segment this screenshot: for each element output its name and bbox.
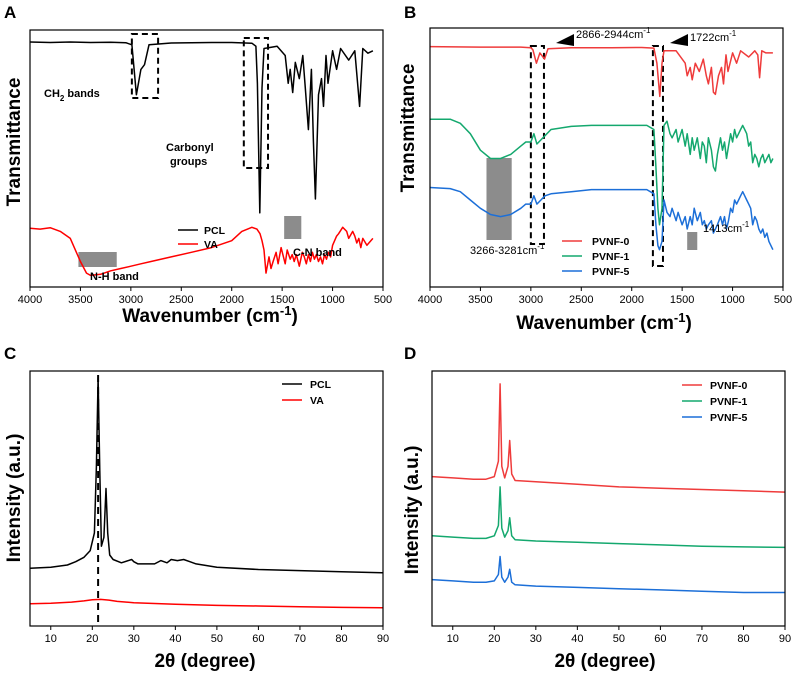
panel-c: Intensity (a.u.) 2θ (degree) PCL VA 10 20… bbox=[4, 370, 389, 672]
carbonyl-box bbox=[242, 37, 270, 169]
panel-a-legend: PCL VA bbox=[178, 225, 226, 251]
legend-pvnf5-xrd-label: PVNF-5 bbox=[710, 412, 748, 424]
legend-pvnf0-label: PVNF-0 bbox=[592, 236, 630, 248]
plot-frame bbox=[29, 29, 384, 288]
x-tick-label: 70 bbox=[294, 633, 306, 645]
panel-a-ylabel: Transmittance bbox=[4, 78, 25, 207]
x-tick-label: 90 bbox=[377, 633, 389, 645]
x-tick-label: 2500 bbox=[569, 294, 593, 306]
x-tick-label: 1500 bbox=[670, 294, 694, 306]
band-1722-label: 1722cm-1 bbox=[690, 29, 737, 44]
x-tick-label: 500 bbox=[374, 294, 392, 306]
x-tick-label: 50 bbox=[613, 633, 625, 645]
panel-c-xlabel: 2θ (degree) bbox=[154, 651, 255, 672]
x-tick-label: 30 bbox=[128, 633, 140, 645]
x-tick-label: 90 bbox=[779, 633, 791, 645]
x-tick-label: 3000 bbox=[519, 294, 543, 306]
legend-pcl-label: PCL bbox=[204, 225, 226, 237]
ch2-stretch-box bbox=[529, 45, 545, 245]
x-tick-label: 3500 bbox=[68, 294, 92, 306]
series-pcl-line bbox=[29, 41, 374, 214]
oh-band-marker bbox=[486, 158, 512, 240]
x-tick-label: 20 bbox=[488, 633, 500, 645]
panel-d-xlabel: 2θ (degree) bbox=[554, 651, 655, 672]
x-tick-label: 40 bbox=[571, 633, 583, 645]
x-tick-label: 10 bbox=[447, 633, 459, 645]
x-tick-label: 10 bbox=[45, 633, 57, 645]
x-tick-label: 30 bbox=[530, 633, 542, 645]
x-tick-label: 50 bbox=[211, 633, 223, 645]
series-pvnf-5-line bbox=[431, 555, 785, 594]
x-tick-label: 4000 bbox=[18, 294, 42, 306]
band-3266-3281-label: 3266-3281cm-1 bbox=[470, 242, 545, 257]
panel-c-ylabel: Intensity (a.u.) bbox=[4, 434, 25, 563]
panel-d-legend: PVNF-0 PVNF-1 PVNF-5 bbox=[682, 380, 748, 424]
series-pvnf-0-line bbox=[431, 383, 786, 493]
panel-b: Transmittance Wavenumber (cm-1) 2866-294… bbox=[398, 26, 792, 334]
x-tick-label: 4000 bbox=[418, 294, 442, 306]
cn-band-label: C-N band bbox=[293, 247, 342, 259]
arrow-1722-icon bbox=[670, 34, 688, 46]
carbonyl-label-line2: groups bbox=[170, 156, 207, 168]
legend-pcl-xrd-label: PCL bbox=[310, 379, 332, 391]
legend-pvnf0-xrd-label: PVNF-0 bbox=[710, 380, 748, 392]
panel-a-xlabel: Wavenumber (cm-1) bbox=[122, 303, 298, 327]
plot-frame bbox=[29, 370, 384, 627]
x-tick-label: 500 bbox=[774, 294, 792, 306]
panel-d: Intensity (a.u.) 2θ (degree) PVNF-0 PVNF… bbox=[402, 370, 791, 672]
x-tick-label: 60 bbox=[252, 633, 264, 645]
x-tick-label: 70 bbox=[696, 633, 708, 645]
arrow-2866-icon bbox=[556, 34, 574, 46]
x-tick-label: 2500 bbox=[169, 294, 193, 306]
series-pcl-line bbox=[29, 376, 384, 574]
panel-d-ylabel: Intensity (a.u.) bbox=[402, 446, 423, 575]
x-tick-label: 3000 bbox=[119, 294, 143, 306]
panel-a: Transmittance Wavenumber (cm-1) CH2 band… bbox=[4, 29, 392, 327]
band-2866-2944-label: 2866-2944cm-1 bbox=[576, 26, 651, 41]
cn-band-marker bbox=[284, 216, 302, 239]
legend-va-label: VA bbox=[204, 239, 218, 251]
series-pvnf-0-line bbox=[429, 45, 773, 98]
series-va-line bbox=[29, 598, 384, 609]
x-tick-label: 80 bbox=[737, 633, 749, 645]
carbonyl-label-line1: Carbonyl bbox=[166, 142, 214, 154]
x-tick-label: 1500 bbox=[270, 294, 294, 306]
x-tick-label: 1000 bbox=[720, 294, 744, 306]
nh-band-label: N-H band bbox=[90, 271, 139, 283]
x-tick-label: 80 bbox=[335, 633, 347, 645]
x-tick-label: 40 bbox=[169, 633, 181, 645]
ch2-bands-label: CH2 bands bbox=[44, 88, 100, 103]
legend-pvnf1-xrd-label: PVNF-1 bbox=[710, 396, 748, 408]
panel-c-legend: PCL VA bbox=[282, 379, 332, 407]
legend-pvnf1-label: PVNF-1 bbox=[592, 251, 630, 263]
panel-b-ylabel: Transmittance bbox=[398, 64, 419, 193]
band-1413-marker bbox=[687, 232, 698, 250]
panel-b-legend: PVNF-0 PVNF-1 PVNF-5 bbox=[562, 236, 630, 278]
plot-frame bbox=[429, 27, 784, 288]
panel-b-xlabel: Wavenumber (cm-1) bbox=[516, 310, 692, 334]
x-tick-label: 60 bbox=[654, 633, 666, 645]
x-tick-label: 20 bbox=[86, 633, 98, 645]
x-tick-label: 2000 bbox=[619, 294, 643, 306]
series-pvnf-1-line bbox=[430, 118, 774, 226]
series-pvnf-5-line bbox=[429, 186, 774, 251]
x-tick-label: 1000 bbox=[320, 294, 344, 306]
x-tick-label: 2000 bbox=[219, 294, 243, 306]
band-1413-label: 1413cm-1 bbox=[703, 220, 750, 235]
legend-pvnf5-label: PVNF-5 bbox=[592, 266, 630, 278]
panel-label-b: B bbox=[404, 3, 416, 22]
series-pvnf-1-line bbox=[431, 486, 786, 549]
nh-band-marker bbox=[78, 252, 117, 267]
ch2-bands-box bbox=[130, 33, 160, 99]
x-tick-label: 3500 bbox=[468, 294, 492, 306]
panel-label-c: C bbox=[4, 344, 16, 363]
panel-label-a: A bbox=[4, 3, 16, 22]
plot-frame bbox=[431, 370, 786, 627]
panel-label-d: D bbox=[404, 344, 416, 363]
series-va-line bbox=[29, 226, 374, 277]
legend-va-xrd-label: VA bbox=[310, 395, 324, 407]
